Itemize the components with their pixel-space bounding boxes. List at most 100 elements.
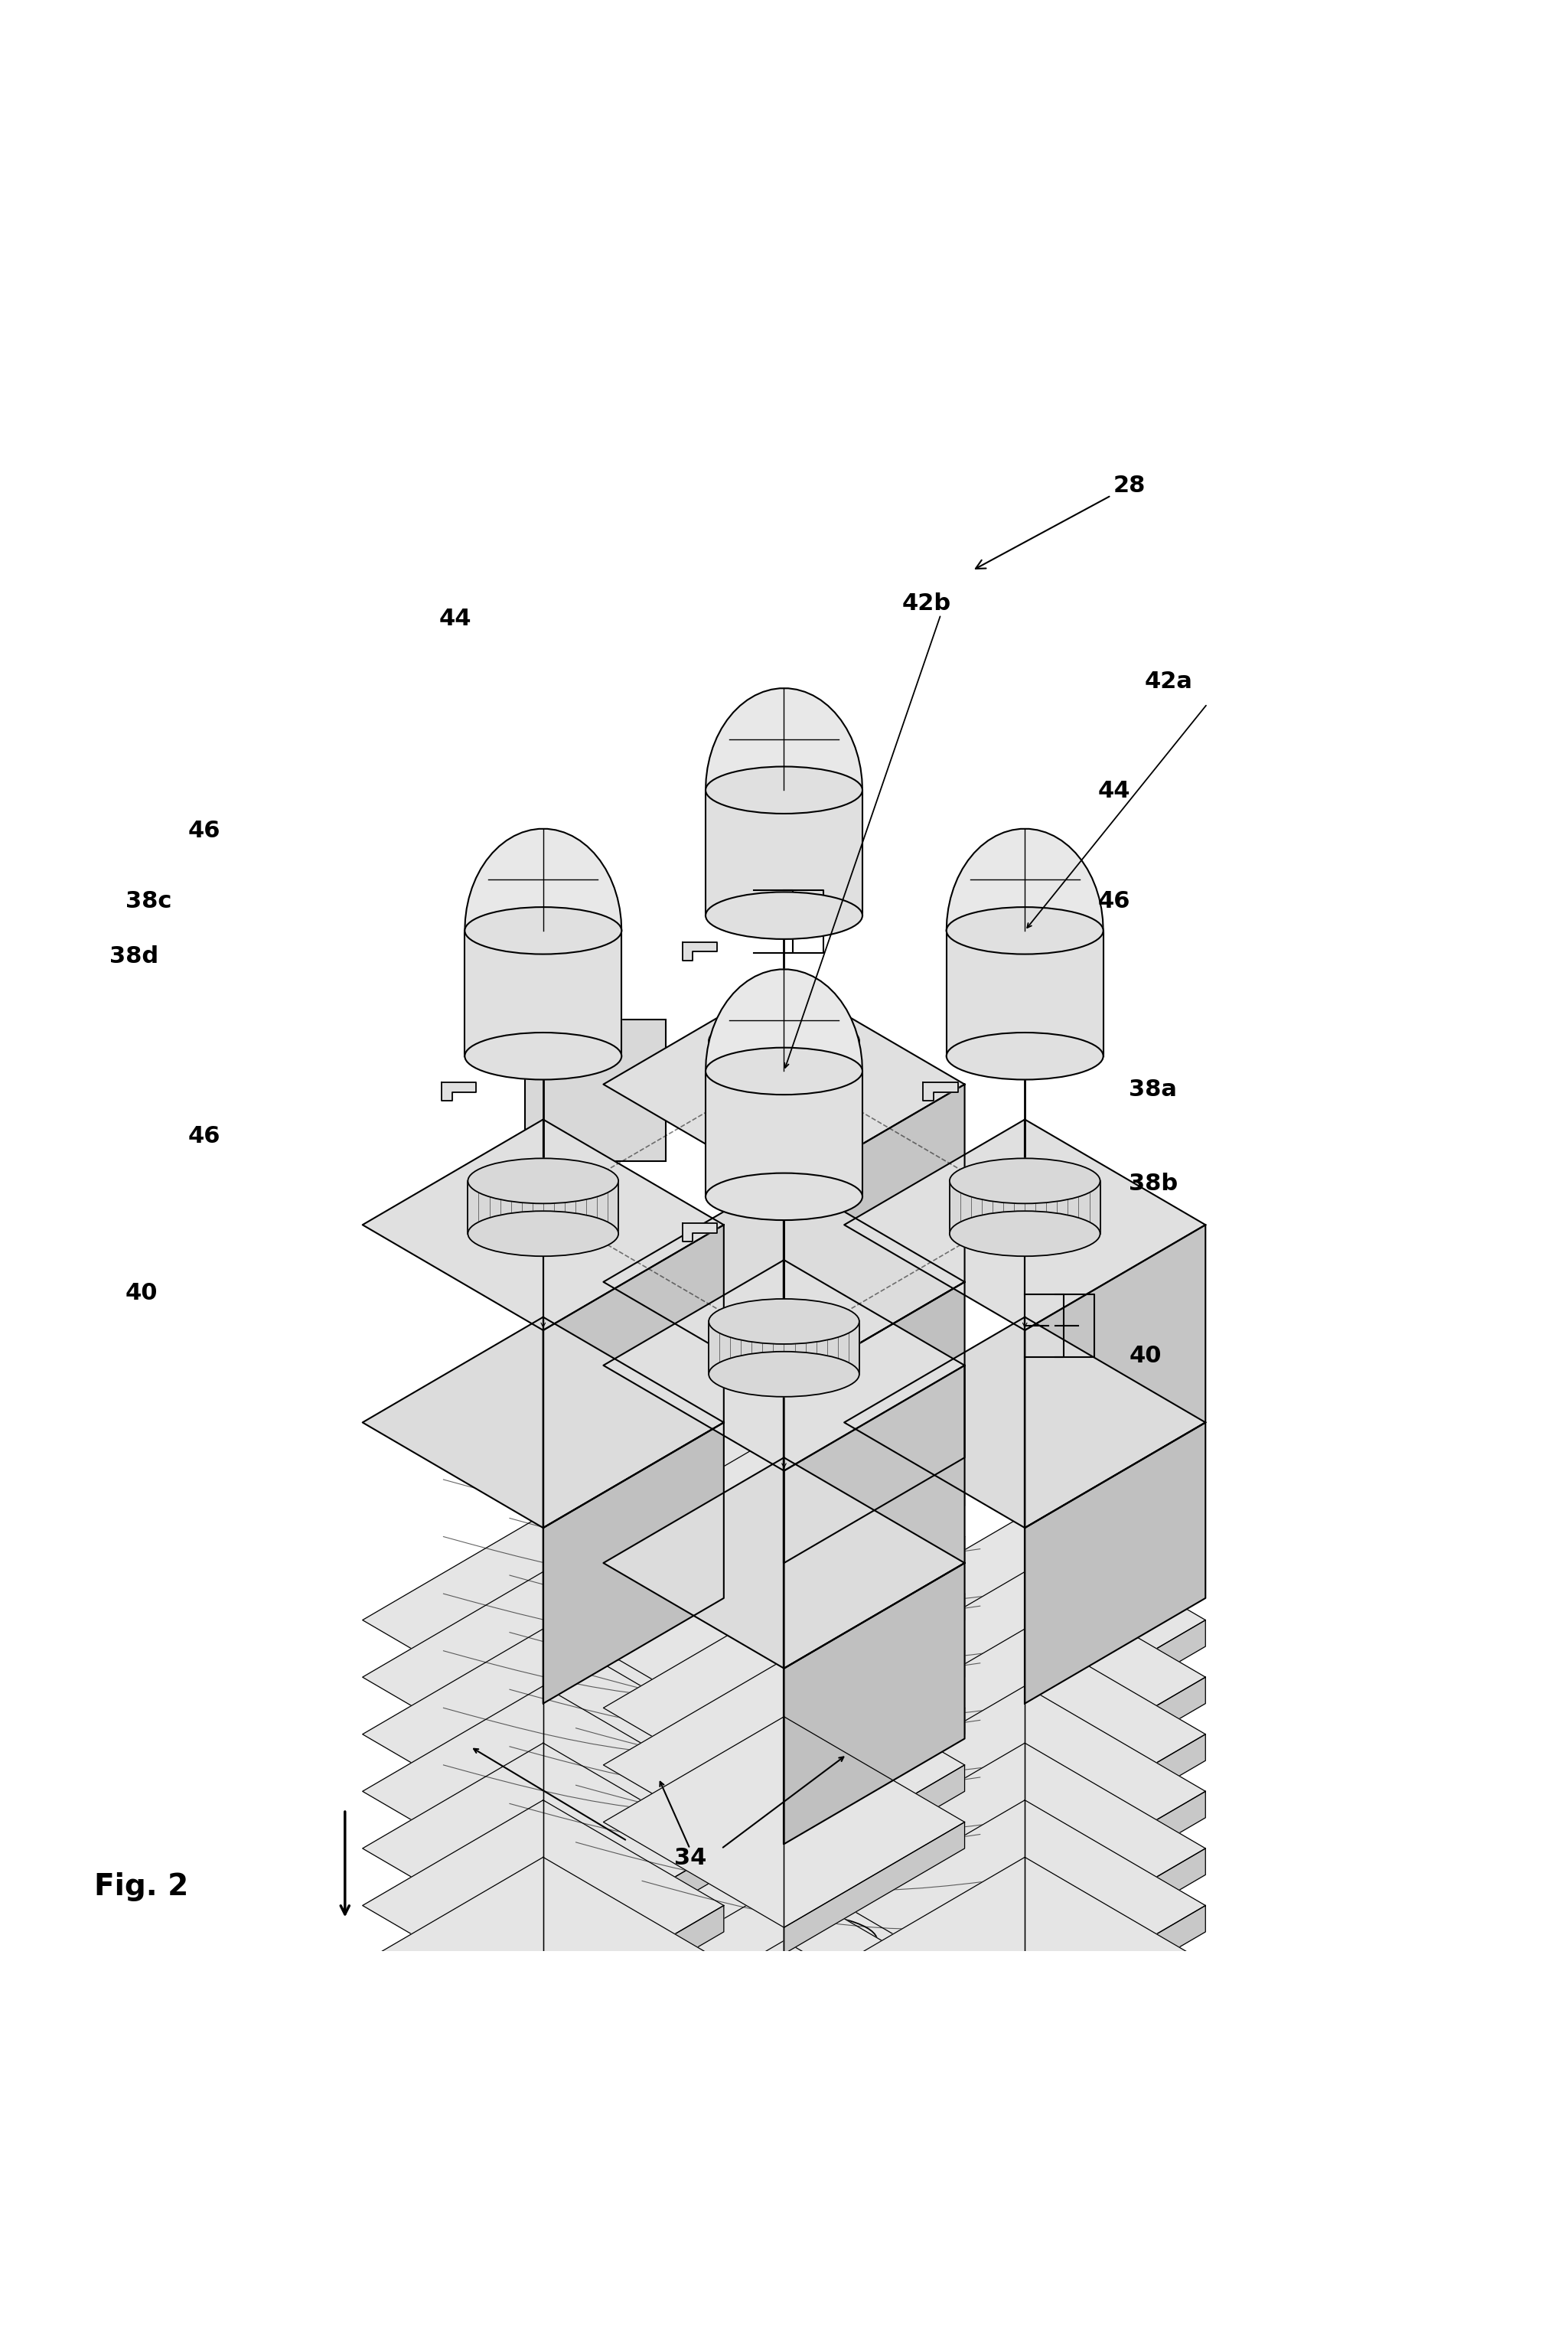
Polygon shape	[947, 828, 1104, 931]
Polygon shape	[709, 1320, 859, 1374]
Polygon shape	[543, 1906, 724, 2037]
Text: 40: 40	[1129, 1344, 1162, 1367]
Ellipse shape	[931, 2053, 1118, 2109]
Ellipse shape	[950, 1211, 1101, 1255]
Polygon shape	[464, 828, 621, 931]
Polygon shape	[604, 1260, 964, 1470]
Polygon shape	[706, 688, 862, 791]
Text: Fig. 2: Fig. 2	[94, 1873, 188, 1901]
Polygon shape	[784, 1652, 964, 1782]
Polygon shape	[604, 1883, 964, 2095]
Polygon shape	[464, 931, 621, 1057]
Text: 44: 44	[1098, 779, 1131, 803]
Polygon shape	[604, 1768, 964, 1981]
Polygon shape	[784, 1085, 964, 1388]
Ellipse shape	[706, 1048, 862, 1094]
Polygon shape	[784, 1822, 964, 1953]
Text: 46: 46	[1098, 891, 1131, 912]
Ellipse shape	[709, 1017, 859, 1064]
Polygon shape	[844, 1801, 1206, 2011]
Polygon shape	[467, 1180, 618, 1234]
Ellipse shape	[931, 2093, 1118, 2149]
Text: 38c: 38c	[125, 891, 171, 912]
Polygon shape	[784, 1761, 964, 1892]
Polygon shape	[1025, 1848, 1206, 1981]
Polygon shape	[362, 1120, 724, 1330]
Polygon shape	[784, 1563, 964, 1843]
Polygon shape	[543, 1733, 724, 1866]
Ellipse shape	[690, 2233, 877, 2289]
Ellipse shape	[497, 2044, 590, 2072]
Text: 34: 34	[674, 1848, 707, 1869]
Ellipse shape	[690, 1913, 877, 1969]
Ellipse shape	[706, 1173, 862, 1220]
Ellipse shape	[737, 1904, 831, 1932]
Polygon shape	[709, 1041, 859, 1094]
Ellipse shape	[450, 2093, 637, 2149]
Polygon shape	[784, 1817, 964, 1950]
Polygon shape	[604, 1176, 964, 1388]
Polygon shape	[682, 943, 717, 961]
Polygon shape	[706, 1071, 862, 1197]
Polygon shape	[543, 1962, 724, 2095]
Polygon shape	[1025, 1906, 1206, 2037]
Text: 42b: 42b	[902, 593, 950, 614]
Polygon shape	[784, 1593, 964, 1726]
Polygon shape	[784, 1932, 964, 2065]
Ellipse shape	[464, 1034, 621, 1080]
Polygon shape	[924, 1083, 958, 1101]
Ellipse shape	[950, 1160, 1101, 1204]
Ellipse shape	[467, 1160, 618, 1204]
Polygon shape	[362, 1572, 724, 1782]
Ellipse shape	[450, 2053, 637, 2109]
Polygon shape	[706, 968, 862, 1071]
Polygon shape	[784, 1537, 964, 1668]
Ellipse shape	[467, 1211, 618, 1255]
Ellipse shape	[947, 1034, 1104, 1080]
Polygon shape	[844, 1572, 1206, 1782]
Ellipse shape	[706, 768, 862, 814]
Polygon shape	[543, 1225, 724, 1528]
Polygon shape	[784, 1876, 964, 2006]
Ellipse shape	[690, 1953, 877, 2009]
Text: 42a: 42a	[1145, 670, 1193, 693]
Polygon shape	[1025, 1619, 1206, 1752]
Polygon shape	[784, 1990, 964, 2121]
Ellipse shape	[709, 1071, 859, 1115]
Polygon shape	[604, 1488, 964, 1698]
Polygon shape	[1025, 1792, 1206, 1922]
Polygon shape	[784, 1281, 964, 1563]
Polygon shape	[784, 2046, 964, 2177]
Polygon shape	[844, 1687, 1206, 1897]
Ellipse shape	[709, 1351, 859, 1397]
Polygon shape	[947, 931, 1104, 1057]
Polygon shape	[604, 1603, 964, 1813]
Text: 40: 40	[125, 1283, 158, 1304]
Polygon shape	[543, 1423, 724, 1703]
Polygon shape	[1025, 1962, 1206, 2095]
Polygon shape	[362, 1514, 724, 1726]
Polygon shape	[1025, 1423, 1206, 1703]
Text: 46: 46	[188, 819, 221, 842]
Text: 44: 44	[439, 609, 472, 630]
Ellipse shape	[947, 908, 1104, 954]
Polygon shape	[362, 1318, 724, 1528]
Polygon shape	[784, 2102, 964, 2235]
Text: 38d: 38d	[110, 945, 158, 968]
Polygon shape	[604, 1717, 964, 1927]
Ellipse shape	[706, 891, 862, 940]
Polygon shape	[844, 1743, 1206, 1953]
Text: 28: 28	[975, 474, 1146, 569]
Polygon shape	[844, 1628, 1206, 1841]
Ellipse shape	[690, 2193, 877, 2249]
Polygon shape	[604, 1659, 964, 1871]
Polygon shape	[784, 1479, 964, 1612]
Polygon shape	[362, 1801, 724, 2011]
Ellipse shape	[737, 2184, 831, 2212]
Polygon shape	[1025, 1733, 1206, 1866]
Polygon shape	[362, 1857, 724, 2067]
Polygon shape	[844, 1318, 1206, 1528]
Ellipse shape	[709, 1299, 859, 1344]
Polygon shape	[1025, 1225, 1206, 1528]
Polygon shape	[604, 1827, 964, 2037]
